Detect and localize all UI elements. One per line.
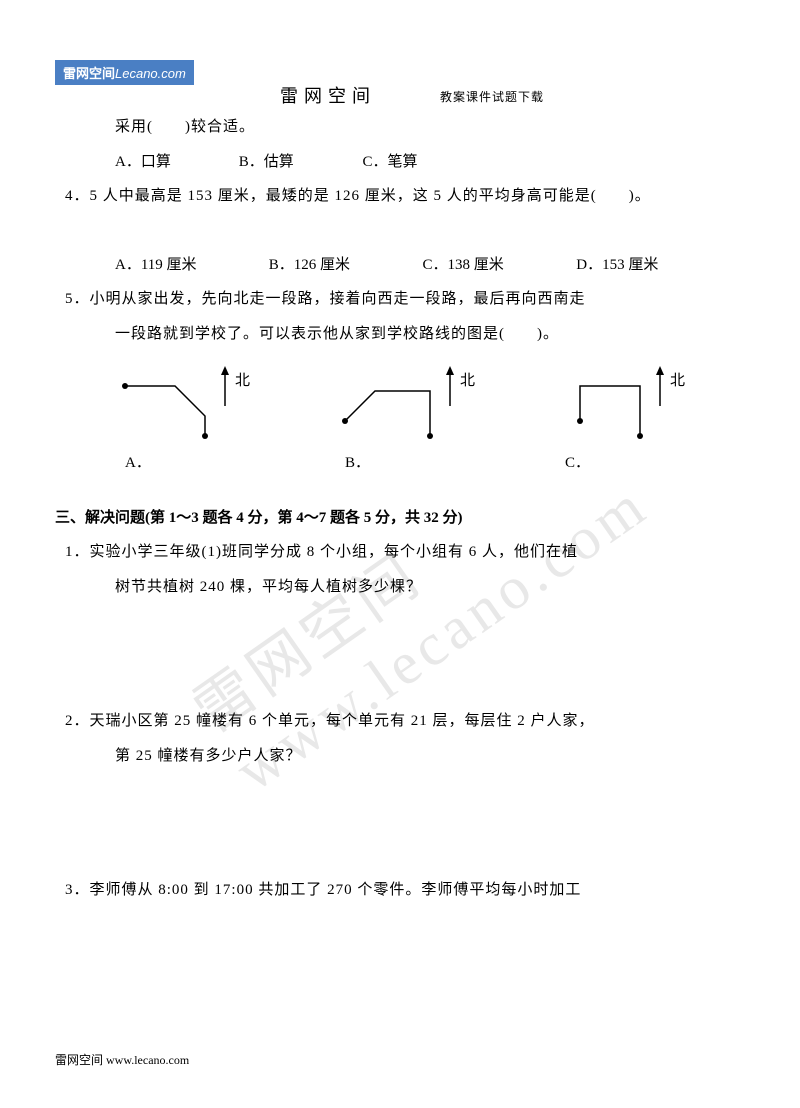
q-continued-options: A．口算 B．估算 C．笔算 — [115, 145, 745, 180]
q4-prefix: 4． — [65, 188, 90, 204]
north-label-c: 北 — [670, 369, 685, 390]
diagram-label-a: A． — [115, 446, 295, 481]
option-b: B．估算 — [239, 145, 359, 180]
q4-options: A．119 厘米 B．126 厘米 C．138 厘米 D．153 厘米 — [115, 248, 745, 283]
q4-option-d: D．153 厘米 — [576, 248, 658, 283]
q4-line: 4．5 人中最高是 153 厘米，最矮的是 126 厘米，这 5 人的平均身高可… — [65, 179, 745, 214]
diagram-label-c: C． — [555, 446, 735, 481]
diagram-c-path — [580, 386, 640, 436]
s3-q1-line1: 1．实验小学三年级(1)班同学分成 8 个小组，每个小组有 6 人，他们在植 — [65, 535, 745, 570]
q5-diagrams: 北 北 北 — [115, 361, 745, 441]
diagram-b-start — [342, 418, 348, 424]
north-label-b: 北 — [460, 369, 475, 390]
logo-brand-cn: 雷网空间 — [63, 66, 115, 81]
logo-badge: 雷网空间Lecano.com — [55, 60, 194, 85]
north-arrowhead-a — [221, 366, 229, 375]
diagram-c-start — [577, 418, 583, 424]
s3-q1-text1: 实验小学三年级(1)班同学分成 8 个小组，每个小组有 6 人，他们在植 — [90, 544, 579, 560]
header-right: 教案课件试题下载 — [440, 88, 544, 105]
s3-q3-line1: 3．李师傅从 8:00 到 17:00 共加工了 270 个零件。李师傅平均每小… — [65, 873, 745, 908]
q4-option-a: A．119 厘米 — [115, 248, 265, 283]
option-a: A．口算 — [115, 145, 235, 180]
footer: 雷网空间 www.lecano.com — [55, 1051, 189, 1068]
s3-q3-prefix: 3． — [65, 882, 90, 898]
logo-brand-en: Lecano.com — [115, 66, 186, 81]
s3-q1-text2: 树节共植树 240 棵，平均每人植树多少棵？ — [115, 570, 745, 605]
diagram-a: 北 — [115, 361, 295, 441]
north-label-a: 北 — [235, 369, 250, 390]
diagram-label-b: B． — [335, 446, 515, 481]
diagram-c: 北 — [555, 361, 735, 441]
s3-q2-text1: 天瑞小区第 25 幢楼有 6 个单元，每个单元有 21 层，每层住 2 户人家， — [90, 713, 595, 729]
diagram-a-svg — [115, 361, 295, 441]
q5-prefix: 5． — [65, 291, 90, 307]
diagram-a-path — [125, 386, 205, 436]
diagram-a-start — [122, 383, 128, 389]
q-continued-text: 采用( )较合适。 — [115, 110, 745, 145]
s3-q3-text1: 李师傅从 8:00 到 17:00 共加工了 270 个零件。李师傅平均每小时加… — [90, 882, 582, 898]
s3-q2-prefix: 2． — [65, 713, 90, 729]
north-arrowhead-b — [446, 366, 454, 375]
header-center: 雷网空间 — [280, 82, 376, 108]
s3-q1-prefix: 1． — [65, 544, 90, 560]
diagram-b: 北 — [335, 361, 515, 441]
diagram-a-end — [202, 433, 208, 439]
q4-text: 5 人中最高是 153 厘米，最矮的是 126 厘米，这 5 人的平均身高可能是… — [90, 188, 651, 204]
diagram-b-end — [427, 433, 433, 439]
diagram-c-end — [637, 433, 643, 439]
q5-text2: 一段路就到学校了。可以表示他从家到学校路线的图是( )。 — [115, 317, 745, 352]
q5-text1: 小明从家出发，先向北走一段路，接着向西走一段路，最后再向西南走 — [90, 291, 586, 307]
option-c: C．笔算 — [363, 145, 418, 180]
s3-q2-text2: 第 25 幢楼有多少户人家？ — [115, 739, 745, 774]
q5-line1: 5．小明从家出发，先向北走一段路，接着向西走一段路，最后再向西南走 — [65, 282, 745, 317]
diagram-b-svg — [335, 361, 515, 441]
diagram-c-svg — [555, 361, 735, 441]
content: 采用( )较合适。 A．口算 B．估算 C．笔算 4．5 人中最高是 153 厘… — [55, 110, 745, 908]
north-arrowhead-c — [656, 366, 664, 375]
s3-q2-line1: 2．天瑞小区第 25 幢楼有 6 个单元，每个单元有 21 层，每层住 2 户人… — [65, 704, 745, 739]
section3-header: 三、解决问题(第 1～3 题各 4 分，第 4～7 题各 5 分，共 32 分) — [55, 501, 745, 536]
diagram-b-path — [345, 391, 430, 436]
q5-diagram-labels: A． B． C． — [115, 446, 745, 481]
q4-option-b: B．126 厘米 — [269, 248, 419, 283]
q4-option-c: C．138 厘米 — [423, 248, 573, 283]
